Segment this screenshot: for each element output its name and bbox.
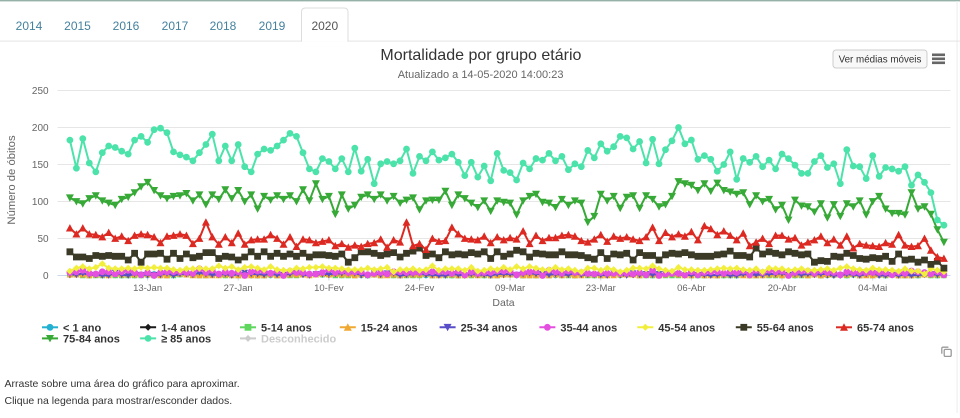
- svg-text:2014: 2014: [16, 19, 43, 33]
- svg-text:200: 200: [32, 123, 49, 134]
- svg-text:04-Mai: 04-Mai: [858, 283, 887, 294]
- svg-text:Arraste sobre uma área do gráf: Arraste sobre uma área do gráfico para a…: [5, 378, 240, 390]
- svg-text:65-74 anos: 65-74 anos: [857, 322, 914, 334]
- svg-text:2017: 2017: [162, 19, 189, 33]
- svg-text:2019: 2019: [259, 19, 286, 33]
- svg-text:27-Jan: 27-Jan: [224, 283, 253, 294]
- svg-text:< 1 ano: < 1 ano: [63, 322, 101, 334]
- svg-text:23-Mar: 23-Mar: [586, 283, 616, 294]
- svg-text:0: 0: [43, 271, 49, 282]
- svg-text:250: 250: [32, 86, 49, 97]
- svg-text:2018: 2018: [210, 19, 237, 33]
- svg-text:Ver médias móveis: Ver médias móveis: [839, 55, 922, 66]
- svg-text:75-84 anos: 75-84 anos: [63, 333, 120, 345]
- svg-text:55-64 anos: 55-64 anos: [757, 322, 814, 334]
- svg-text:35-44 anos: 35-44 anos: [560, 322, 617, 334]
- svg-text:5-14 anos: 5-14 anos: [261, 322, 312, 334]
- svg-text:15-24 anos: 15-24 anos: [361, 322, 418, 334]
- svg-text:20-Abr: 20-Abr: [768, 283, 797, 294]
- svg-text:45-54 anos: 45-54 anos: [658, 322, 715, 334]
- svg-text:≥ 85 anos: ≥ 85 anos: [161, 333, 211, 345]
- svg-text:25-34 anos: 25-34 anos: [461, 322, 518, 334]
- svg-text:10-Fev: 10-Fev: [314, 283, 344, 294]
- svg-text:13-Jan: 13-Jan: [133, 283, 162, 294]
- svg-text:Mortalidade por grupo etário: Mortalidade por grupo etário: [380, 47, 581, 64]
- svg-text:09-Mar: 09-Mar: [495, 283, 525, 294]
- svg-text:Data: Data: [492, 297, 514, 309]
- svg-text:2016: 2016: [113, 19, 140, 33]
- svg-text:06-Abr: 06-Abr: [677, 283, 706, 294]
- svg-text:50: 50: [37, 234, 49, 245]
- svg-text:Clique na legenda para mostrar: Clique na legenda para mostrar/esconder …: [5, 395, 233, 407]
- svg-text:24-Fev: 24-Fev: [405, 283, 435, 294]
- svg-text:150: 150: [32, 160, 49, 171]
- svg-text:2015: 2015: [64, 19, 91, 33]
- svg-text:Desconhecido: Desconhecido: [261, 333, 336, 345]
- svg-text:Número de óbitos: Número de óbitos: [6, 135, 18, 225]
- svg-text:100: 100: [32, 197, 49, 208]
- svg-text:2020: 2020: [311, 19, 338, 33]
- svg-text:1-4 anos: 1-4 anos: [161, 322, 206, 334]
- svg-text:Atualizado a 14-05-2020 14:00:: Atualizado a 14-05-2020 14:00:23: [398, 69, 564, 81]
